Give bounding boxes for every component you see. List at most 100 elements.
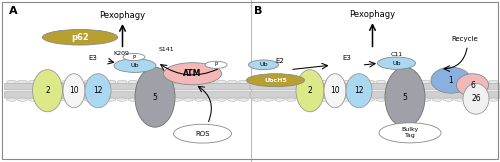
Circle shape bbox=[150, 98, 160, 101]
Circle shape bbox=[172, 80, 182, 83]
Ellipse shape bbox=[431, 67, 471, 93]
Text: Pexophagy: Pexophagy bbox=[100, 11, 146, 20]
Circle shape bbox=[286, 80, 296, 83]
Circle shape bbox=[205, 61, 227, 68]
Ellipse shape bbox=[164, 63, 222, 85]
Text: Recycle: Recycle bbox=[452, 36, 478, 42]
Circle shape bbox=[28, 80, 38, 83]
Circle shape bbox=[308, 80, 318, 83]
Circle shape bbox=[432, 80, 442, 83]
Ellipse shape bbox=[346, 74, 372, 108]
Text: B: B bbox=[254, 6, 262, 17]
Text: E2: E2 bbox=[276, 58, 284, 64]
Circle shape bbox=[206, 98, 216, 101]
Circle shape bbox=[331, 98, 341, 101]
Circle shape bbox=[106, 98, 116, 101]
Circle shape bbox=[161, 80, 171, 83]
Circle shape bbox=[466, 98, 476, 101]
Circle shape bbox=[62, 98, 72, 101]
Text: UbcH5: UbcH5 bbox=[264, 78, 287, 83]
Text: Ub: Ub bbox=[131, 63, 139, 68]
Circle shape bbox=[398, 98, 408, 101]
Circle shape bbox=[106, 80, 116, 83]
Circle shape bbox=[364, 80, 374, 83]
Text: 2: 2 bbox=[308, 86, 312, 95]
Circle shape bbox=[252, 98, 262, 101]
Circle shape bbox=[194, 80, 204, 83]
Ellipse shape bbox=[32, 70, 62, 112]
Ellipse shape bbox=[296, 70, 324, 112]
Text: Ub: Ub bbox=[259, 62, 268, 67]
Circle shape bbox=[139, 98, 149, 101]
Circle shape bbox=[342, 80, 352, 83]
FancyBboxPatch shape bbox=[250, 83, 500, 90]
Circle shape bbox=[6, 80, 16, 83]
Circle shape bbox=[28, 98, 38, 101]
Text: P: P bbox=[132, 55, 136, 59]
Circle shape bbox=[84, 80, 94, 83]
Circle shape bbox=[183, 80, 193, 83]
Circle shape bbox=[274, 98, 284, 101]
Circle shape bbox=[238, 80, 248, 83]
Text: E3: E3 bbox=[342, 55, 351, 61]
Circle shape bbox=[376, 98, 386, 101]
Circle shape bbox=[117, 80, 127, 83]
Circle shape bbox=[123, 53, 145, 61]
Circle shape bbox=[161, 98, 171, 101]
Text: 5: 5 bbox=[152, 93, 158, 102]
Text: Bulky
Tag: Bulky Tag bbox=[402, 127, 418, 138]
Text: 26: 26 bbox=[471, 94, 481, 103]
Circle shape bbox=[379, 123, 441, 143]
Circle shape bbox=[73, 80, 83, 83]
FancyBboxPatch shape bbox=[4, 83, 250, 90]
Circle shape bbox=[354, 98, 364, 101]
Text: 6: 6 bbox=[470, 81, 475, 90]
Circle shape bbox=[228, 80, 237, 83]
Circle shape bbox=[488, 80, 498, 83]
Text: C11: C11 bbox=[390, 52, 402, 57]
FancyBboxPatch shape bbox=[4, 92, 250, 98]
Circle shape bbox=[378, 57, 416, 69]
Text: 2: 2 bbox=[45, 86, 50, 95]
Circle shape bbox=[454, 80, 464, 83]
Circle shape bbox=[364, 98, 374, 101]
Circle shape bbox=[320, 80, 330, 83]
Circle shape bbox=[40, 98, 50, 101]
Circle shape bbox=[444, 80, 454, 83]
Circle shape bbox=[62, 80, 72, 83]
Text: 10: 10 bbox=[330, 86, 340, 95]
Circle shape bbox=[40, 80, 50, 83]
Ellipse shape bbox=[246, 74, 304, 87]
Text: p62: p62 bbox=[71, 33, 89, 42]
Circle shape bbox=[114, 59, 156, 72]
Circle shape bbox=[128, 80, 138, 83]
Circle shape bbox=[410, 98, 420, 101]
Ellipse shape bbox=[463, 83, 489, 114]
Circle shape bbox=[18, 98, 28, 101]
Text: A: A bbox=[9, 6, 18, 17]
Circle shape bbox=[73, 98, 83, 101]
Circle shape bbox=[6, 98, 16, 101]
Circle shape bbox=[342, 98, 352, 101]
Circle shape bbox=[477, 80, 487, 83]
Text: E3: E3 bbox=[88, 55, 97, 61]
Circle shape bbox=[216, 98, 226, 101]
Circle shape bbox=[252, 80, 262, 83]
Circle shape bbox=[194, 98, 204, 101]
Text: Ub: Ub bbox=[392, 61, 401, 66]
Ellipse shape bbox=[135, 67, 175, 127]
Circle shape bbox=[264, 80, 274, 83]
Circle shape bbox=[150, 80, 160, 83]
Circle shape bbox=[354, 80, 364, 83]
FancyBboxPatch shape bbox=[250, 92, 500, 98]
Circle shape bbox=[228, 98, 237, 101]
Ellipse shape bbox=[42, 29, 117, 45]
Circle shape bbox=[264, 98, 274, 101]
Text: ROS: ROS bbox=[195, 131, 210, 137]
Ellipse shape bbox=[324, 74, 346, 108]
Circle shape bbox=[238, 98, 248, 101]
Circle shape bbox=[398, 80, 408, 83]
Circle shape bbox=[172, 98, 182, 101]
Circle shape bbox=[454, 98, 464, 101]
Circle shape bbox=[139, 80, 149, 83]
